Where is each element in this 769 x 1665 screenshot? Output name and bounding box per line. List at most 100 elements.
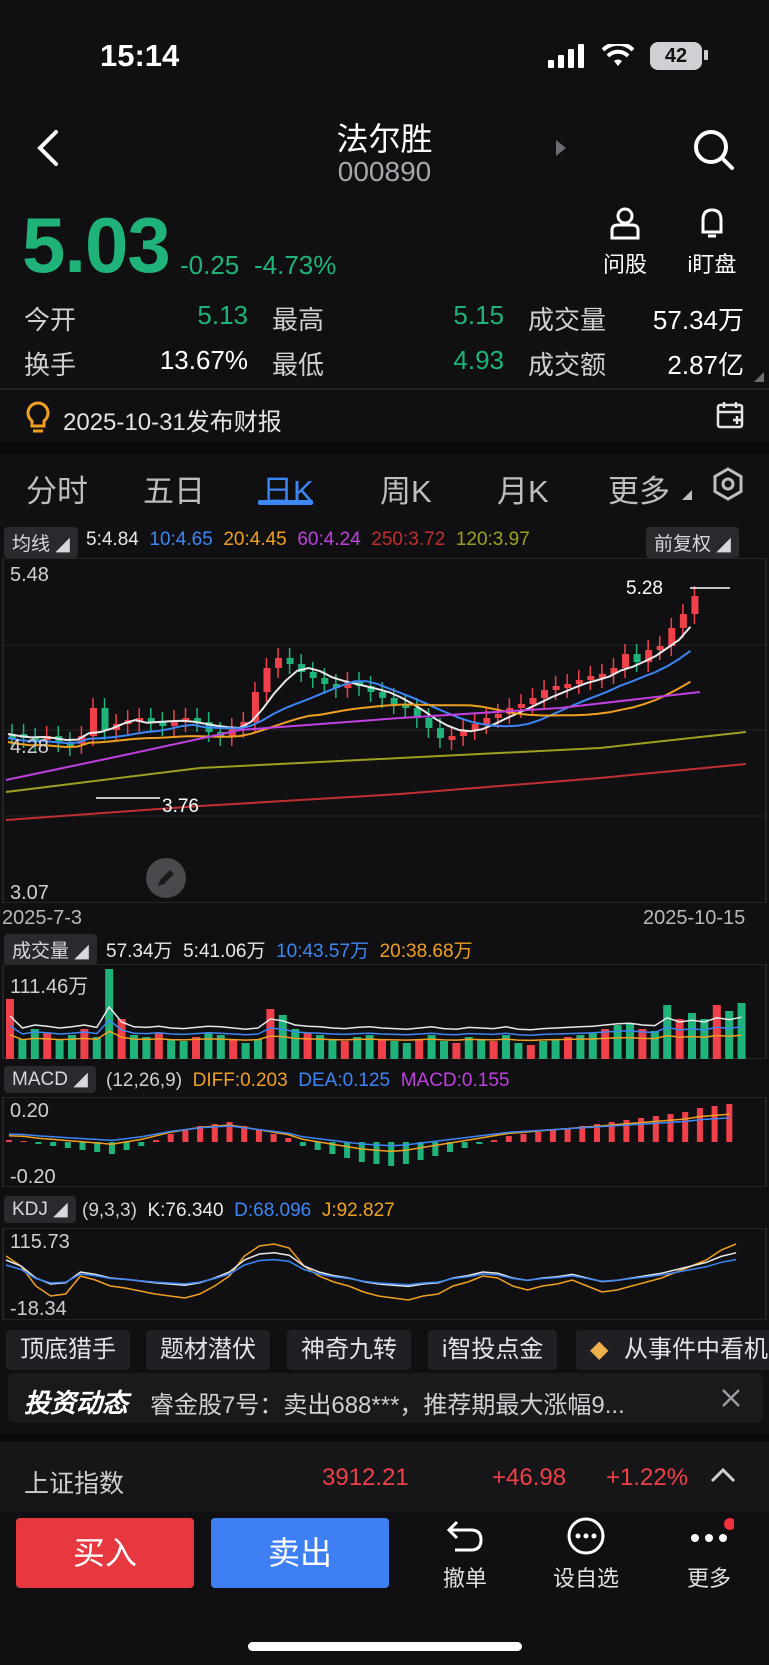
candle-body — [251, 692, 259, 722]
candle-body — [622, 654, 630, 668]
dea-line — [8, 1117, 730, 1147]
candle-body — [483, 718, 491, 724]
chip-magic-nine[interactable]: 神奇九转 — [287, 1330, 411, 1370]
back-icon[interactable] — [34, 128, 62, 168]
candle-body — [298, 664, 306, 672]
add-watchlist-label: 设自选 — [552, 1566, 619, 1591]
candle-body — [633, 654, 641, 662]
current-price: 5.03 — [22, 201, 171, 289]
wifi-icon — [602, 44, 634, 66]
close-icon[interactable] — [720, 1387, 742, 1409]
candle-body — [321, 678, 329, 684]
candle-body — [332, 684, 340, 688]
chip-smart-invest[interactable]: i智投点金 — [428, 1330, 558, 1370]
macd-legend: (12,26,9) DIFF:0.203 DEA:0.125 MACD:0.15… — [106, 1070, 509, 1092]
volume-bar — [303, 1033, 312, 1059]
macd-bar — [373, 1142, 380, 1164]
chevron-up-icon[interactable] — [710, 1466, 736, 1484]
kline-high-marker: 5.28 — [626, 578, 663, 599]
tab-intraday[interactable]: 分时 — [26, 474, 88, 509]
kdj-selector[interactable]: KDJ ◢ — [4, 1196, 76, 1223]
candle-body — [471, 724, 479, 730]
tab-more[interactable]: 更多 — [608, 474, 670, 509]
candle-body — [379, 692, 387, 698]
kdj-bottom-label: -18.34 — [10, 1298, 67, 1320]
watch-button[interactable]: i盯盘 — [682, 206, 742, 279]
macd-bar — [417, 1142, 424, 1160]
search-icon[interactable] — [692, 128, 736, 172]
tab-weekly-k[interactable]: 周K — [380, 474, 432, 509]
battery-level: 42 — [664, 45, 688, 67]
index-bar[interactable]: 上证指数 3912.21 +46.98 +1.22% — [0, 1442, 769, 1512]
more-button[interactable]: 更多 — [674, 1516, 744, 1593]
macd-bar — [285, 1138, 292, 1142]
expand-corner-icon[interactable] — [754, 372, 764, 382]
ma120-line — [5, 731, 747, 793]
candle-body — [425, 718, 433, 728]
sell-button[interactable]: 卖出 — [211, 1518, 389, 1588]
next-stock-icon[interactable] — [554, 138, 568, 158]
open-label: 今开 — [24, 305, 77, 335]
macd-bar — [20, 1141, 27, 1142]
chip-event-insight[interactable]: ◆ 从事件中看机 — [576, 1330, 769, 1370]
ma120-value: 120:3.97 — [455, 529, 530, 550]
volume-bar — [402, 1043, 411, 1059]
macd-bar — [667, 1114, 674, 1142]
candle-body — [136, 718, 144, 722]
volume-label: 成交量 — [528, 305, 607, 335]
macd-bar — [182, 1130, 189, 1142]
macd-params: (12,26,9) — [106, 1070, 183, 1091]
macd-bar — [64, 1142, 71, 1148]
macd-bar — [594, 1124, 600, 1142]
adjust-selector[interactable]: 前复权 ◢ — [646, 527, 739, 558]
earnings-notice[interactable]: 2025-10-31发布财报 — [0, 390, 769, 442]
cancel-order-label: 撤单 — [442, 1566, 487, 1591]
high-value: 5.15 — [453, 300, 504, 330]
signal-icon — [548, 44, 584, 68]
ma-selector[interactable]: 均线 ◢ — [4, 527, 78, 558]
candle-body — [517, 704, 525, 708]
price-change: -0.25 — [180, 250, 240, 280]
volume-chart[interactable] — [0, 964, 769, 1059]
kdj-chart[interactable] — [0, 1228, 769, 1320]
volume-bar — [551, 1039, 560, 1059]
volume-ma10-line — [9, 1018, 742, 1036]
macd-bar — [358, 1142, 365, 1162]
ask-stock-button[interactable]: 问股 — [600, 206, 650, 279]
volume-ma5: 5:41.06万 — [183, 941, 266, 962]
volume-bar — [216, 1035, 225, 1059]
volume-bar — [105, 969, 114, 1059]
candle-body — [194, 718, 202, 722]
macd-selector[interactable]: MACD ◢ — [4, 1066, 96, 1093]
index-name: 上证指数 — [24, 1470, 125, 1498]
cancel-order-button[interactable]: 撤单 — [430, 1516, 500, 1593]
undo-icon — [446, 1520, 483, 1552]
add-watchlist-button[interactable]: 设自选 — [546, 1516, 626, 1593]
section-gap — [0, 1434, 769, 1442]
volume-bar — [192, 1037, 200, 1059]
volume-selector[interactable]: 成交量 ◢ — [4, 934, 97, 965]
macd-bar — [535, 1132, 542, 1142]
ma-selector-label: 均线 — [12, 534, 51, 555]
buy-button[interactable]: 买入 — [16, 1518, 194, 1588]
low-label: 最低 — [272, 350, 325, 380]
volume-bar — [18, 1039, 27, 1059]
macd-bar — [447, 1142, 453, 1152]
news-banner[interactable]: 投资动态 睿金股7号：卖出688***，推荐期最大涨幅9... — [8, 1373, 763, 1423]
kline-chart[interactable] — [0, 558, 769, 903]
chip-bottom-hunter[interactable]: 顶底猎手 — [6, 1330, 130, 1370]
draw-tool-button[interactable] — [146, 858, 186, 898]
volume-bar — [663, 1005, 672, 1059]
pencil-icon — [158, 870, 174, 886]
calendar-add-icon — [716, 402, 744, 429]
volume-bar — [6, 999, 14, 1059]
settings-hexagon-icon[interactable] — [710, 466, 746, 502]
kdj-d: D:68.096 — [234, 1200, 312, 1221]
status-time: 15:14 — [100, 38, 180, 73]
tab-five-day[interactable]: 五日 — [143, 474, 205, 509]
low-value: 4.93 — [453, 345, 504, 375]
tab-monthly-k[interactable]: 月K — [497, 474, 549, 509]
macd-chart[interactable] — [0, 1097, 769, 1187]
volume-selector-label: 成交量 — [12, 941, 70, 962]
chip-theme-ambush[interactable]: 题材潜伏 — [146, 1330, 270, 1370]
